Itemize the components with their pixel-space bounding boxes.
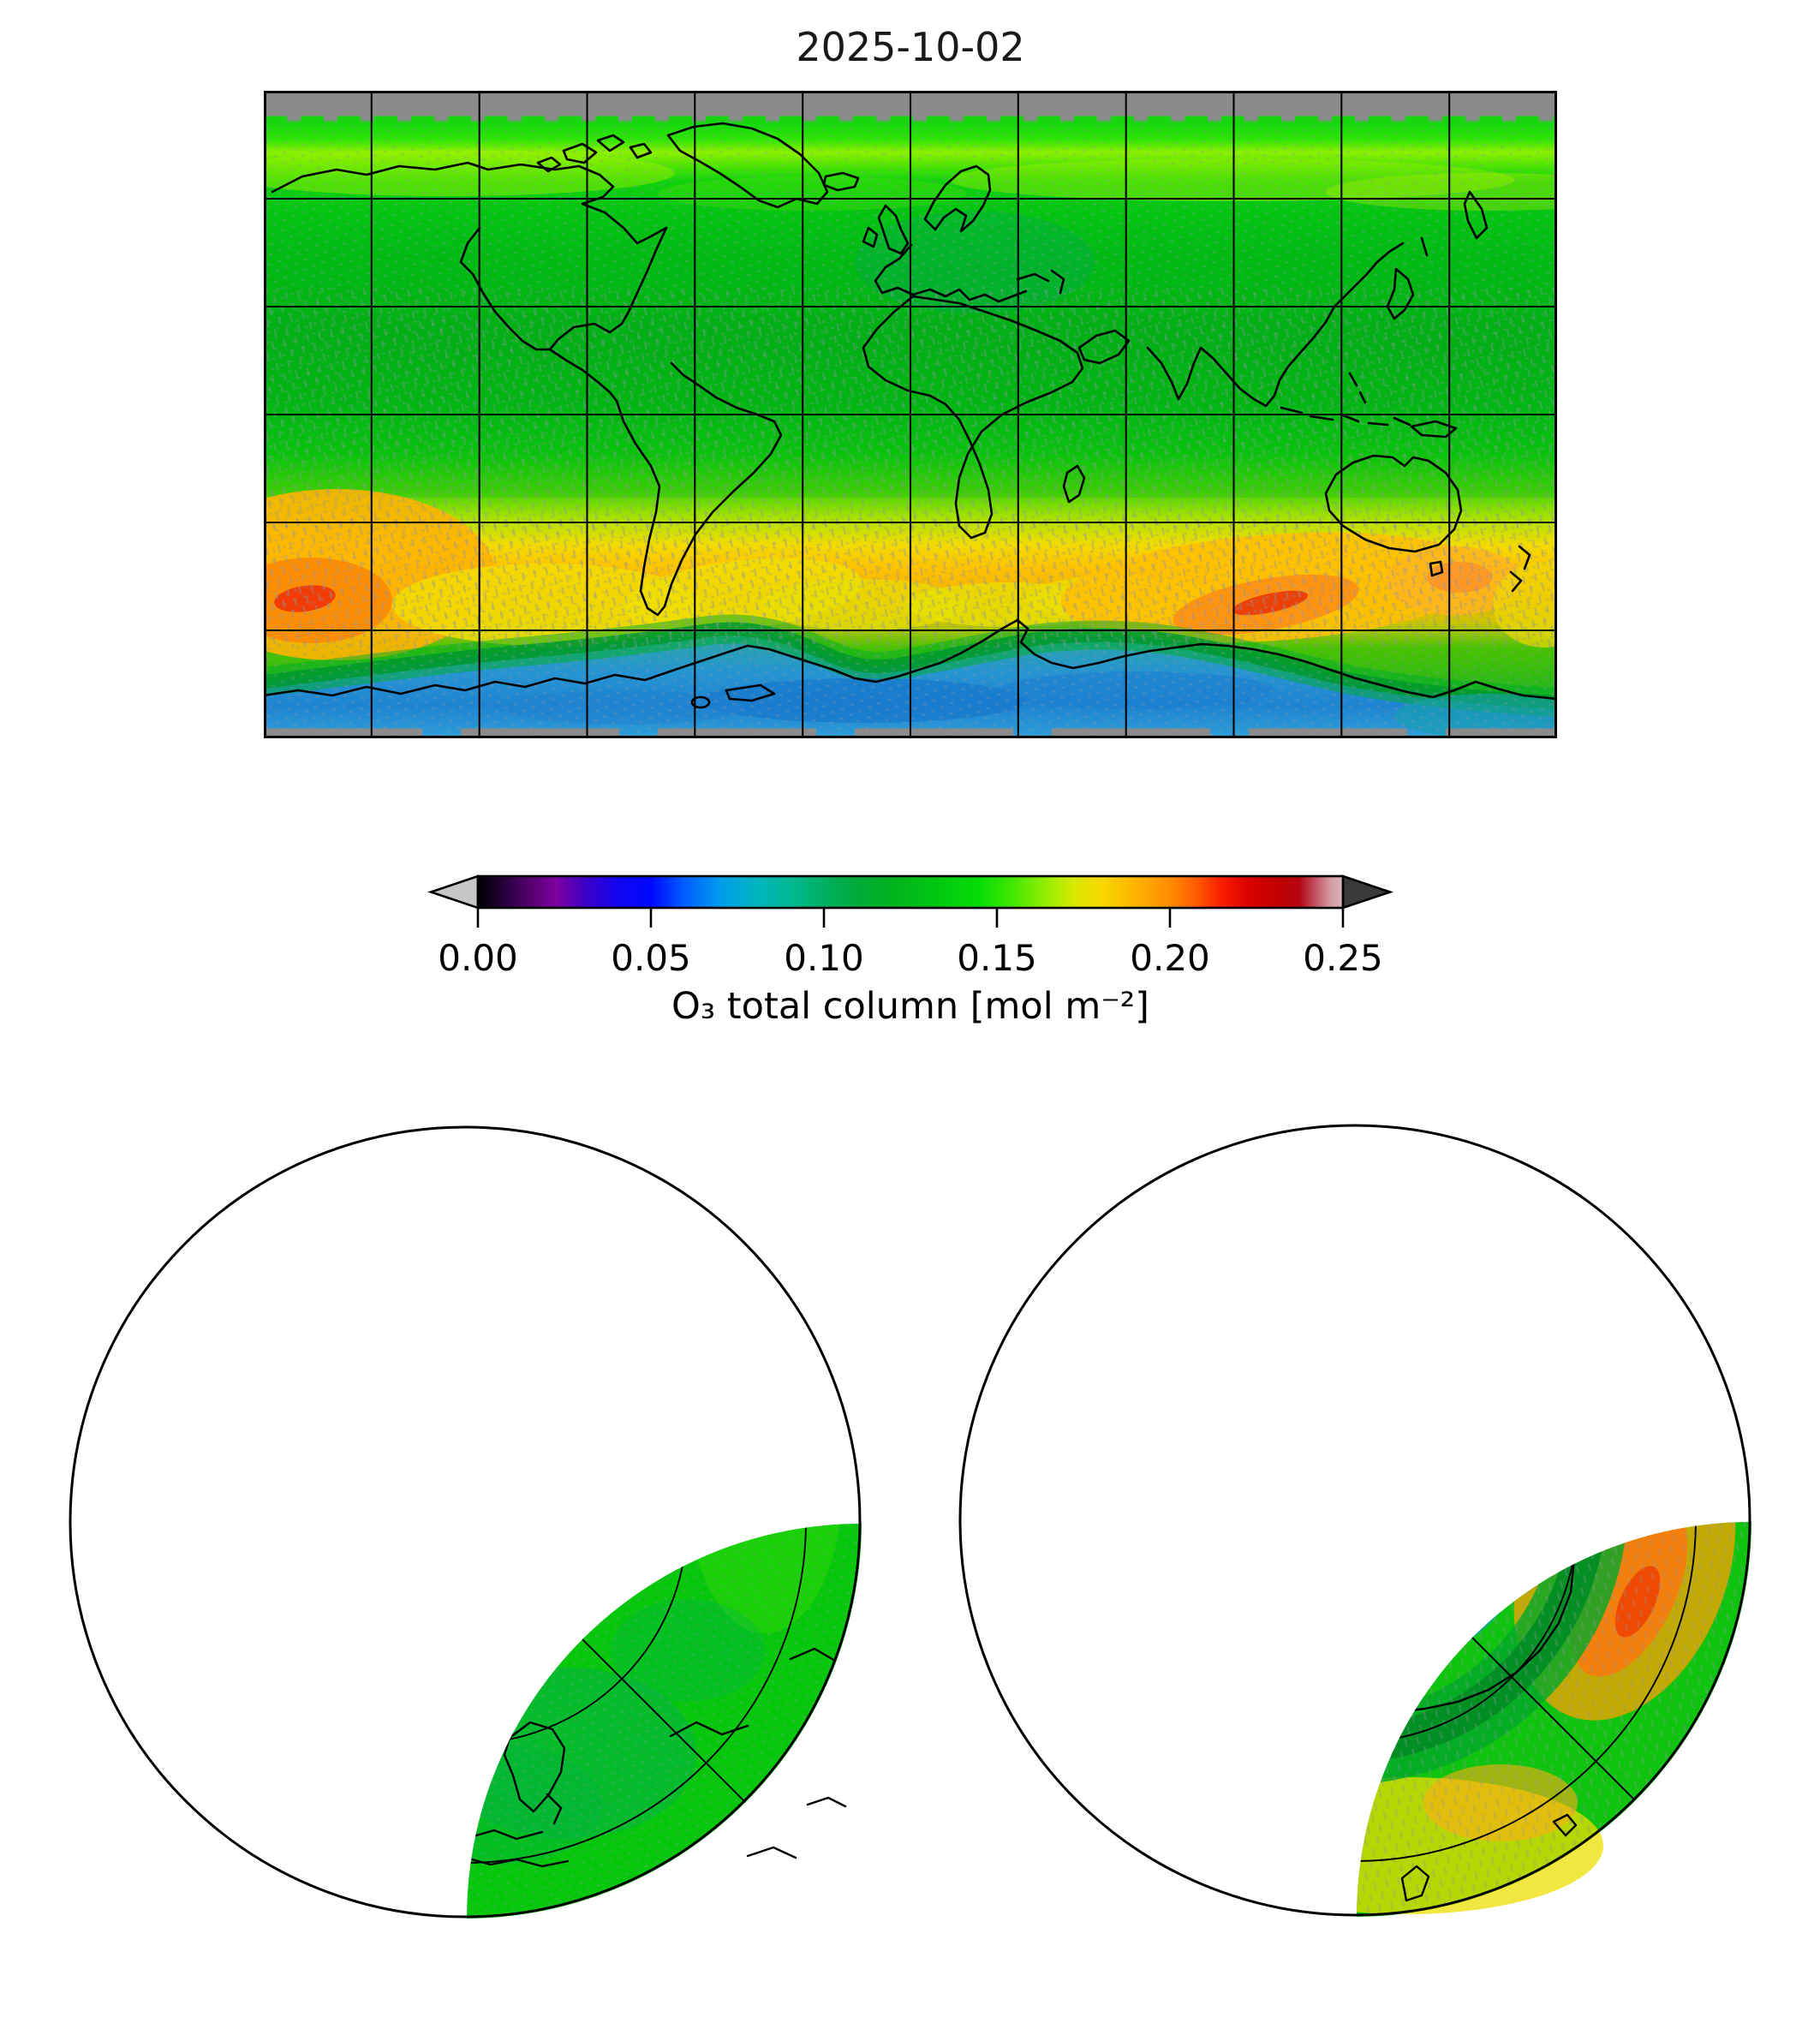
colorbar-axis-label: O₃ total column [mol m⁻²] xyxy=(671,985,1149,1028)
global-map xyxy=(264,91,1557,738)
pole-marker xyxy=(467,1524,469,1526)
map-boundary xyxy=(958,1124,1751,1917)
map-frame xyxy=(264,91,1557,738)
south-polar-panel xyxy=(958,1124,1751,1917)
south-polar-map xyxy=(958,1124,1751,1917)
colorbar-svg xyxy=(427,874,1394,928)
map-boundary xyxy=(69,1125,862,1919)
colorbar-over-arrow xyxy=(1341,874,1394,910)
teal-fringe xyxy=(1072,1340,1175,1546)
colorbar-tick-label: 0.00 xyxy=(438,937,518,979)
north-polar-panel xyxy=(69,1125,862,1919)
ozone-hole-core xyxy=(1357,1522,1501,1559)
polar-graticule xyxy=(467,1524,807,1864)
colorbar-tick-label: 0.20 xyxy=(1130,937,1210,979)
colorbar-tick-label: 0.25 xyxy=(1303,937,1383,979)
colorbar xyxy=(424,867,1400,935)
north-polar-map xyxy=(69,1125,862,1919)
arctic-coastlines xyxy=(467,1647,847,1868)
polar-night-cap-fringe xyxy=(467,1524,538,1595)
polar-graticule xyxy=(1357,1522,1697,1862)
global-map-panel xyxy=(264,91,1557,738)
colorbar-ticks xyxy=(476,908,1345,928)
figure-title: 2025-10-02 xyxy=(796,24,1025,70)
pole-no-data-dot xyxy=(1357,1522,1366,1531)
graticule xyxy=(264,91,1557,738)
polar-night-cap xyxy=(467,1524,530,1587)
colorbar-tick-label: 0.10 xyxy=(784,937,864,979)
colorbar-tick-label: 0.15 xyxy=(957,937,1037,979)
colorbar-gradient-bar xyxy=(476,874,1345,910)
pole-marker xyxy=(1357,1522,1359,1525)
ozone-hole-teal xyxy=(1357,1522,1406,1623)
colorbar-under-arrow xyxy=(427,874,480,910)
colorbar-tick-label: 0.05 xyxy=(611,937,691,979)
